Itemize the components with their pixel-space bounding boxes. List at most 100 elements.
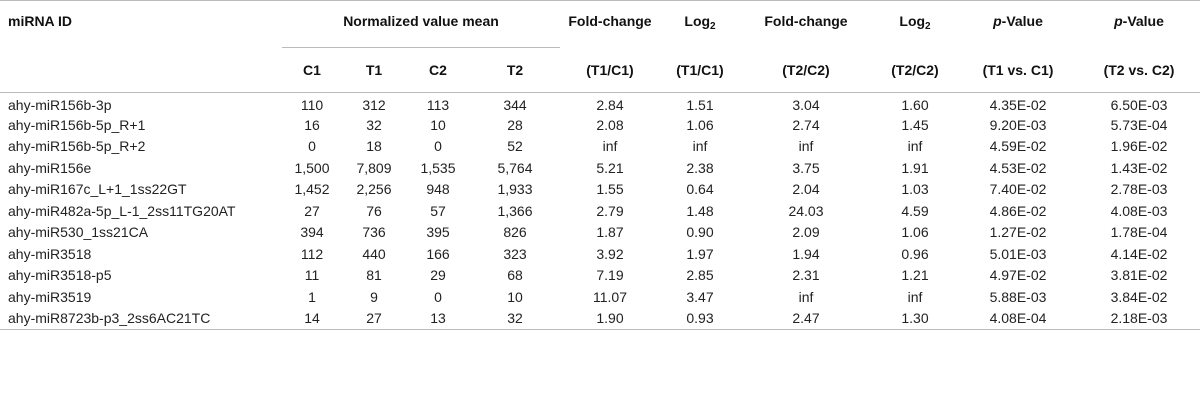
cell-fold-change-t1c1: inf <box>602 138 618 155</box>
cell-fold-change-t1c1: 5.21 <box>596 159 624 176</box>
cell-log2-t2c2: 0.96 <box>901 245 929 262</box>
cell-log2-t1c1: 0.93 <box>660 307 740 330</box>
cell-p-value-t2c2: 5.73E-04 <box>1110 116 1168 133</box>
table-row: ahy-miR167c_L+1_1ss22GT 1,452 2,256 948 1,93… <box>0 179 1200 201</box>
cell-fold-change-t2c2: 2.47 <box>740 307 872 330</box>
cell-c1: 16 <box>304 116 320 133</box>
cell-mirna-id: ahy-miR3519 <box>8 288 92 305</box>
cell-fold-change-t2c2: 3.75 <box>792 159 820 176</box>
header-fold-change-t2c2: Fold-change <box>764 13 848 29</box>
cell-p-value-t2c2: 3.84E-02 <box>1110 288 1168 305</box>
cell-c1: 110 <box>300 96 324 113</box>
cell-t2: 32 <box>470 307 560 330</box>
cell-c2: 0 <box>434 288 442 305</box>
cell-log2-t2c2: 1.21 <box>901 267 929 284</box>
cell-t1: 27 <box>342 307 406 330</box>
cell-c2: 57 <box>430 202 446 219</box>
cell-log2-t2c2: inf <box>907 138 923 155</box>
cell-t1: 440 <box>362 245 386 262</box>
table-row: ahy-miR3519 1 9 0 10 11.07 3.47 inf inf 5.88E-03 3… <box>0 286 1200 308</box>
cell-log2-t1c1: 0.90 <box>686 224 714 241</box>
header-log2-t2c2-ratio: (T2/C2) <box>891 61 939 78</box>
header-c1: C1 <box>303 62 321 78</box>
cell-fold-change-t2c2: 1.94 <box>792 245 820 262</box>
cell-fold-change-t1c1: 1.90 <box>560 307 660 330</box>
cell-t1: 76 <box>366 202 382 219</box>
cell-fold-change-t1c1: 2.08 <box>596 116 624 133</box>
cell-p-value-t1c1: 9.20E-03 <box>989 116 1047 133</box>
cell-t1: 32 <box>366 116 382 133</box>
cell-log2-t2c2: 1.45 <box>901 116 929 133</box>
cell-fold-change-t2c2: 2.09 <box>792 224 820 241</box>
header-log2-t2c2: Log2 <box>899 13 931 32</box>
header-log2-t1c1-ratio: (T1/C1) <box>676 61 724 78</box>
cell-p-value-t1c1: 4.86E-02 <box>989 202 1047 219</box>
cell-t2: 52 <box>507 138 523 155</box>
cell-log2-t2c2: 1.30 <box>872 307 958 330</box>
cell-c1: 112 <box>300 245 324 262</box>
cell-t2: 5,764 <box>497 159 533 176</box>
cell-p-value-t1c1: 1.27E-02 <box>989 224 1047 241</box>
cell-log2-t2c2: 1.60 <box>901 96 929 113</box>
cell-p-value-t2c2: 1.43E-02 <box>1110 159 1168 176</box>
cell-p-value-t1c1: 4.53E-02 <box>989 159 1047 176</box>
cell-log2-t1c1: 0.64 <box>686 181 714 198</box>
cell-c1: 1,500 <box>294 159 330 176</box>
cell-p-value-t2c2: 1.96E-02 <box>1110 138 1168 155</box>
table-body: ahy-miR156b-3p 110 312 113 344 2.84 1.51 3.04 1.… <box>0 93 1200 330</box>
cell-log2-t2c2: 1.91 <box>901 159 929 176</box>
cell-mirna-id: ahy-miR156e <box>8 159 92 176</box>
cell-p-value-t1c1: 4.59E-02 <box>989 138 1047 155</box>
cell-c2: 166 <box>426 245 450 262</box>
header-mirna-id: miRNA ID <box>8 13 73 29</box>
header-fold-change-t1c1: Fold-change <box>568 13 652 29</box>
cell-log2-t2c2: inf <box>907 288 923 305</box>
cell-p-value-t2c2: 1.78E-04 <box>1110 224 1168 241</box>
mirna-table: miRNA ID Normalized value mean Fold-chan… <box>0 0 1200 330</box>
cell-c1: 1,452 <box>294 181 330 198</box>
cell-mirna-id: ahy-miR167c_L+1_1ss22GT <box>8 181 187 198</box>
cell-log2-t2c2: 1.03 <box>901 181 929 198</box>
cell-mirna-id: ahy-miR156b-3p <box>8 96 112 113</box>
cell-log2-t2c2: 4.59 <box>901 202 929 219</box>
header-log2-t1c1: Log2 <box>684 13 716 32</box>
table-row: ahy-miR156e 1,500 7,809 1,535 5,764 5.21 2.38 3… <box>0 157 1200 179</box>
cell-t2: 1,933 <box>497 181 533 198</box>
cell-fold-change-t2c2: 2.04 <box>792 181 820 198</box>
cell-fold-change-t1c1: 1.55 <box>596 181 624 198</box>
cell-p-value-t2c2: 4.08E-03 <box>1110 202 1168 219</box>
cell-t2: 323 <box>503 245 527 262</box>
cell-log2-t1c1: 2.38 <box>686 159 714 176</box>
cell-mirna-id: ahy-miR3518-p5 <box>8 267 112 284</box>
cell-p-value-t1c1: 7.40E-02 <box>989 181 1047 198</box>
cell-t2: 344 <box>503 96 527 113</box>
cell-mirna-id: ahy-miR8723b-p3_2ss6AC21TC <box>0 307 282 330</box>
cell-c2: 113 <box>426 96 450 113</box>
cell-p-value-t1c1: 4.97E-02 <box>989 267 1047 284</box>
table-row: ahy-miR156b-3p 110 312 113 344 2.84 1.51 3.04 1.… <box>0 93 1200 115</box>
header-t1: T1 <box>365 62 383 78</box>
cell-fold-change-t1c1: 2.84 <box>596 96 624 113</box>
cell-p-value-t2c2: 6.50E-03 <box>1110 96 1168 113</box>
cell-log2-t2c2: 1.06 <box>901 224 929 241</box>
cell-log2-t1c1: 2.85 <box>686 267 714 284</box>
cell-mirna-id: ahy-miR530_1ss21CA <box>8 224 149 241</box>
cell-c1: 394 <box>300 224 324 241</box>
cell-mirna-id: ahy-miR3518 <box>8 245 92 262</box>
cell-t2: 28 <box>507 116 523 133</box>
cell-p-value-t2c2: 2.78E-03 <box>1110 181 1168 198</box>
cell-c2: 0 <box>434 138 442 155</box>
cell-c1: 11 <box>304 267 320 284</box>
cell-log2-t1c1: 3.47 <box>686 288 714 305</box>
cell-log2-t1c1: inf <box>692 138 708 155</box>
cell-t1: 18 <box>366 138 382 155</box>
header-p-value-t1c1-comparison: (T1 vs. C1) <box>982 61 1054 78</box>
table-row: ahy-miR156b-5p_R+1 16 32 10 28 2.08 1.06 2.74 1.… <box>0 114 1200 136</box>
cell-c2: 948 <box>426 181 450 198</box>
cell-c1: 1 <box>308 288 316 305</box>
cell-log2-t1c1: 1.51 <box>686 96 714 113</box>
cell-mirna-id: ahy-miR156b-5p_R+2 <box>8 138 146 155</box>
cell-fold-change-t2c2: 2.31 <box>792 267 820 284</box>
cell-p-value-t2c2: 4.14E-02 <box>1110 245 1168 262</box>
cell-c1: 14 <box>282 307 342 330</box>
